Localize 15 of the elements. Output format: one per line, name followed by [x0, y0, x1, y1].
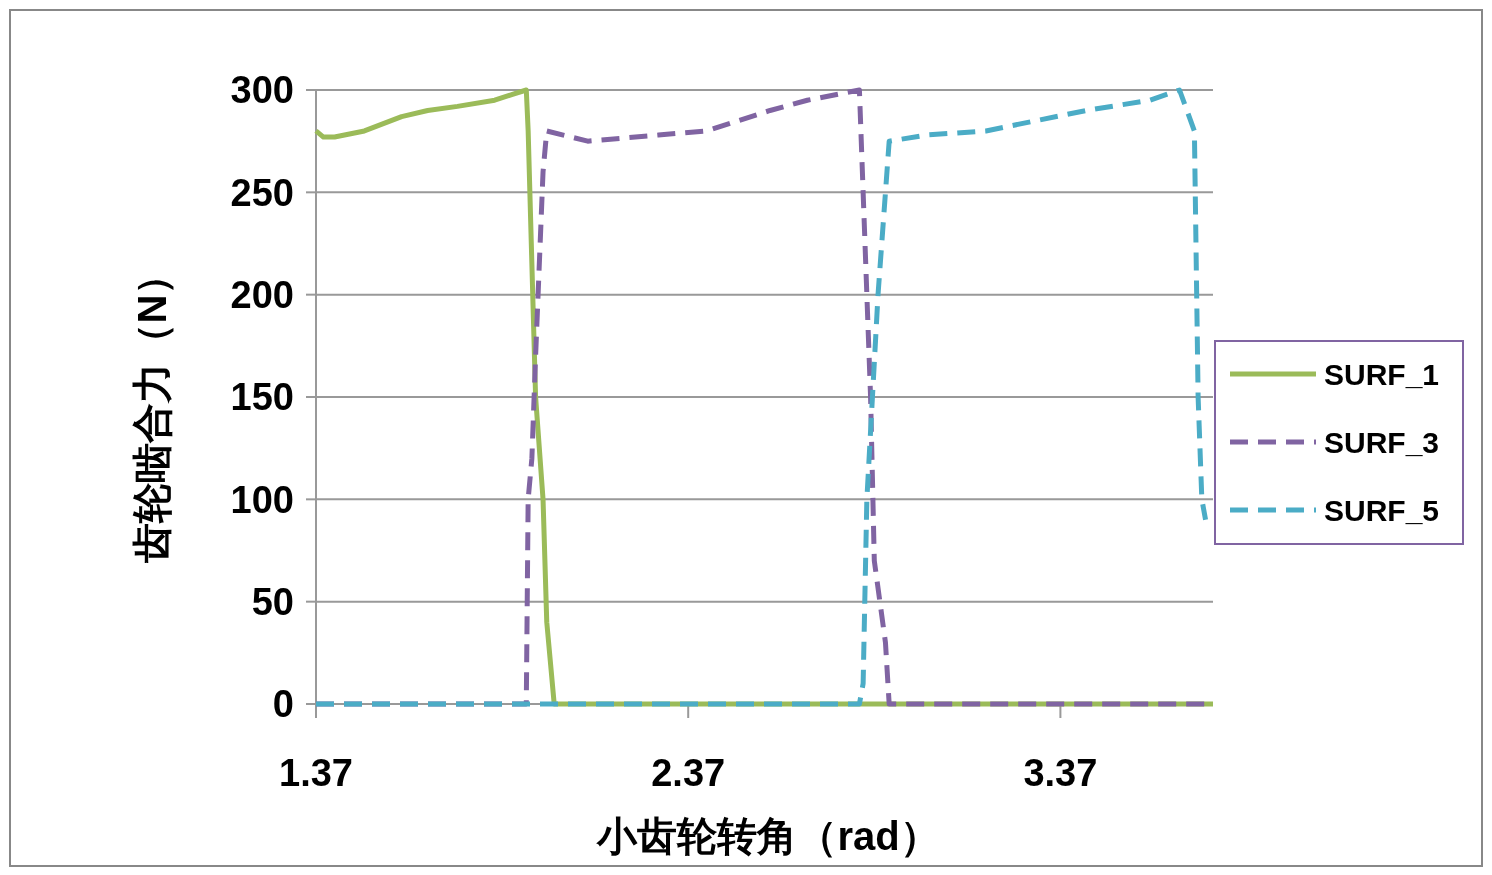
- y-axis-title: 齿轮啮合力（N）: [130, 254, 174, 565]
- y-tick-label: 50: [251, 580, 294, 623]
- x-tick-label: 2.37: [651, 752, 726, 794]
- y-tick-label: 200: [230, 273, 294, 316]
- x-axis-title: 小齿轮转角（rad）: [596, 814, 940, 858]
- y-tick-label: 250: [230, 171, 294, 214]
- x-tick-label: 3.37: [1023, 752, 1098, 794]
- y-tick-label: 0: [272, 683, 294, 726]
- legend-label: SURF_3: [1324, 425, 1440, 459]
- x-tick-label: 1.37: [279, 752, 353, 794]
- y-tick-label: 100: [230, 478, 294, 521]
- legend-label: SURF_1: [1324, 357, 1440, 391]
- y-tick-label: 150: [230, 376, 294, 419]
- legend-label: SURF_5: [1324, 493, 1440, 527]
- y-tick-label: 300: [230, 69, 294, 112]
